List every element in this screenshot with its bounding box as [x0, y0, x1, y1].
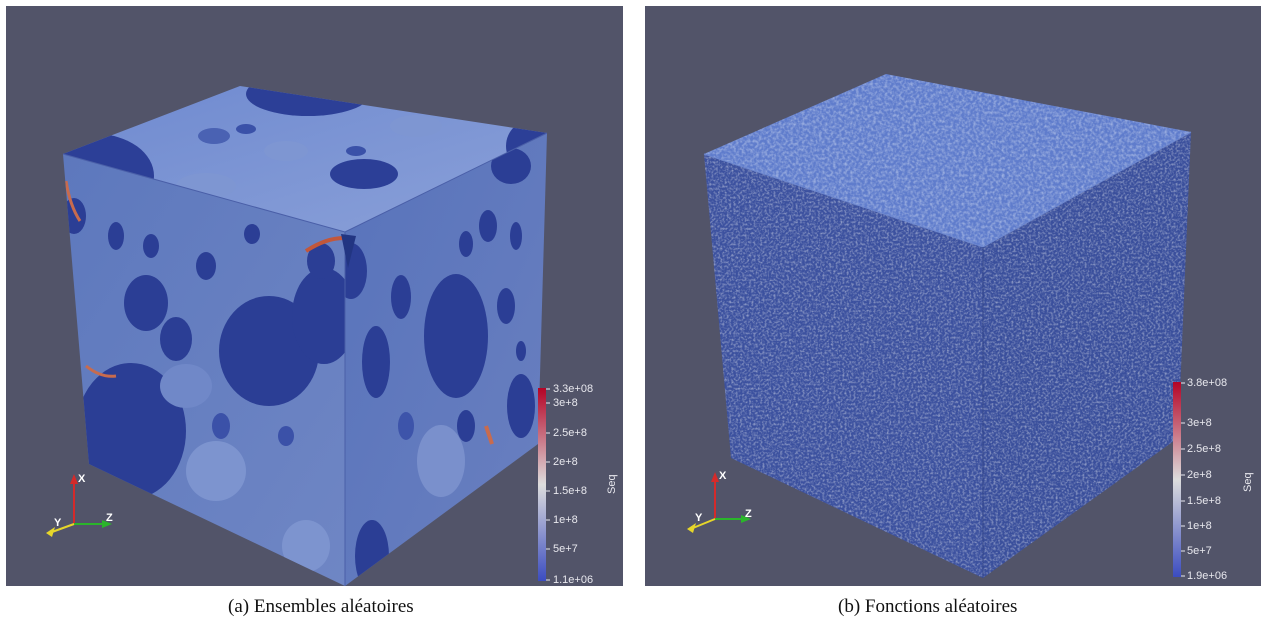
colorbar-gradient — [1173, 382, 1181, 577]
colorbar-gradient — [538, 388, 546, 581]
colorbar-tick: 5e+7 — [1187, 545, 1212, 557]
render-panel-random-sets: X Y Z 3.3e+08 3e+8 2.5e+8 2e+8 1.5e+8 1e… — [6, 6, 623, 586]
caption-panel-a: (a) Ensembles aléatoires — [228, 596, 414, 617]
colorbar-title: Seq — [1242, 472, 1254, 492]
colorbar-tick: 2.5e+8 — [1187, 443, 1221, 455]
colorbar-tick: 3e+8 — [553, 397, 578, 409]
colorbar-tick: 5e+7 — [553, 543, 578, 555]
axis-z-label: Z — [745, 508, 752, 520]
caption-panel-b: (b) Fonctions aléatoires — [838, 596, 1018, 617]
colorbar-tick: 1.5e+8 — [1187, 495, 1221, 507]
colorbar-tick: 2.5e+8 — [553, 427, 587, 439]
colorbar-tick: 1e+8 — [1187, 520, 1212, 532]
colorbar-tick: 1.5e+8 — [553, 485, 587, 497]
right-face-inclusions — [345, 148, 535, 586]
colorbar-tick-min: 1.9e+06 — [1187, 570, 1228, 582]
colorbar-tick-min: 1.1e+06 — [553, 574, 594, 586]
axis-x-label: X — [78, 473, 86, 485]
left-face-inclusions — [63, 180, 345, 572]
axis-z-label: Z — [106, 512, 113, 524]
axis-y-label: Y — [695, 512, 703, 524]
colorbar-tick: 1e+8 — [553, 514, 578, 526]
render-panel-random-functions: X Y Z 3.8e+08 3e+8 2.5e+8 2e+8 1.5e+8 1e… — [645, 6, 1261, 586]
colorbar-tick: 3e+8 — [1187, 417, 1212, 429]
cube-rendering-random-functions — [687, 74, 1192, 578]
colorbar-tick-max: 3.8e+08 — [1187, 377, 1228, 389]
colorbar-tick-max: 3.3e+08 — [553, 383, 594, 395]
cube-rendering-random-sets — [46, 86, 550, 586]
axis-y-label: Y — [54, 517, 62, 529]
orientation-axes — [46, 474, 112, 537]
orientation-axes — [687, 472, 751, 533]
colorbar-tick: 2e+8 — [1187, 469, 1212, 481]
colorbar-title: Seq — [606, 474, 618, 494]
axis-x-label: X — [719, 470, 727, 482]
colorbar-tick: 2e+8 — [553, 456, 578, 468]
